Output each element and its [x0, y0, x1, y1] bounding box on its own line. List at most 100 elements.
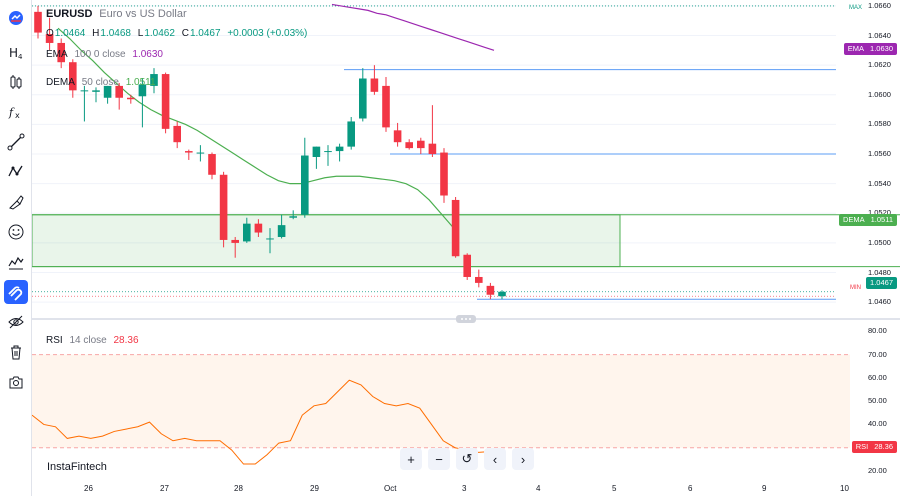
dema-legend[interactable]: DEMA 50 close 1.0511 [46, 77, 160, 88]
ohlc-change: +0.0003 (+0.03%) [227, 28, 308, 39]
price-tick-label: 1.0460 [868, 297, 891, 307]
candle-body [393, 130, 402, 143]
candle-body [417, 140, 425, 149]
brush-icon[interactable] [4, 190, 28, 214]
dema-legend-params: 50 close [81, 77, 119, 88]
chart-menu-icon[interactable] [4, 6, 28, 30]
reset-chart-button[interactable]: ↺ [456, 448, 478, 470]
ohlc-legend: O1.0464 H1.0468 L1.0462 C1.0467 +0.0003 … [46, 28, 311, 39]
time-tick-label: 9 [762, 484, 767, 493]
candle-body [161, 74, 170, 129]
candle-body [382, 85, 390, 128]
emoji-icon[interactable] [4, 220, 28, 244]
candle-body [324, 151, 332, 153]
trend-line-icon[interactable] [4, 130, 28, 154]
price-tick-label: 1.0480 [868, 267, 891, 277]
candle-body [451, 199, 460, 257]
candle-body [185, 151, 193, 153]
symbol-description: Euro vs US Dollar [99, 8, 187, 20]
rsi-tick-label: 60.00 [868, 372, 887, 382]
pattern-icon[interactable] [4, 160, 28, 184]
price-tick-label: 1.0620 [868, 60, 891, 70]
ohlc-open-label: O [46, 28, 54, 39]
ema-100-line [331, 3, 495, 51]
dema-50-line [57, 27, 453, 228]
price-tick-label: 1.0540 [868, 178, 891, 188]
dema-legend-value: 1.0511 [125, 77, 156, 88]
candle-body [243, 223, 251, 242]
candle-body [138, 84, 147, 97]
ema-legend[interactable]: EMA 100 0 close 1.0630 [46, 49, 167, 60]
scroll-left-button[interactable]: ‹ [484, 448, 506, 470]
time-tick-label: Oct [384, 484, 397, 493]
price-tick-label: 1.0640 [868, 30, 891, 40]
ohlc-low-label: L [137, 28, 144, 39]
trash-icon[interactable] [4, 340, 28, 364]
candle-body [115, 85, 123, 98]
dema-badge-name: DEMA [842, 215, 865, 224]
rsi-line [32, 379, 491, 465]
candle-body [359, 78, 367, 119]
rsi-legend-name: RSI [46, 335, 63, 346]
symbol-name[interactable]: EURUSD [46, 8, 93, 20]
svg-text:H: H [9, 46, 18, 60]
ohlc-close-label: C [181, 28, 189, 39]
svg-text:x: x [15, 111, 20, 120]
candle-body [405, 142, 413, 149]
ohlc-high-value: 1.0468 [100, 28, 131, 39]
candle-body [127, 97, 135, 100]
zoom-out-button[interactable]: − [428, 448, 450, 470]
brand-logo: InstaFintech [47, 461, 107, 473]
time-tick-label: 3 [462, 484, 467, 493]
measure-icon[interactable] [4, 250, 28, 274]
candle-body [219, 174, 228, 240]
price-tick-label: 1.0520 [868, 208, 891, 218]
scroll-right-button[interactable]: › [512, 448, 534, 470]
rsi-value-badge: RSI 28.36 [851, 441, 897, 453]
dema-legend-name: DEMA [46, 77, 75, 88]
ohlc-close-value: 1.0467 [189, 28, 221, 39]
price-tick-label: 1.0660 [868, 0, 891, 10]
last-price-badge: 1.0467 [866, 277, 897, 289]
candle-body [208, 154, 216, 175]
max-marker: MAX [849, 5, 863, 11]
candle-body [486, 285, 495, 295]
candle-body [173, 125, 181, 143]
last-price-value: 1.0467 [870, 278, 893, 287]
candle-body [301, 155, 309, 215]
candle-body [80, 90, 89, 92]
rsi-tick-label: 50.00 [868, 396, 887, 406]
chart-area[interactable]: EURUSD Euro vs US Dollar O1.0464 H1.0468… [32, 0, 900, 496]
chart-canvas[interactable] [32, 0, 900, 496]
ema-price-badge: EMA 1.0630 [843, 43, 897, 55]
candle-body [45, 34, 54, 43]
snapshot-icon[interactable] [4, 370, 28, 394]
ema-badge-name: EMA [847, 44, 865, 53]
ema-legend-name: EMA [46, 49, 68, 60]
time-tick-label: 6 [688, 484, 693, 493]
price-tick-label: 1.0600 [868, 89, 891, 99]
min-marker: MIN [850, 285, 861, 291]
magnet-icon[interactable] [4, 280, 28, 304]
price-tick-label: 1.0580 [868, 119, 891, 129]
candles-icon[interactable] [4, 70, 28, 94]
candle-body [92, 90, 100, 92]
svg-text:4: 4 [18, 53, 23, 61]
svg-text:f: f [8, 106, 15, 119]
rsi-legend-params: 14 close [69, 335, 107, 346]
candle-body [103, 85, 112, 98]
candle-body [475, 276, 483, 283]
rsi-legend[interactable]: RSI 14 close 28.36 [46, 335, 143, 346]
rsi-tick-label: 40.00 [868, 419, 887, 429]
rsi-tick-label: 70.00 [868, 349, 887, 359]
time-tick-label: 5 [612, 484, 617, 493]
zoom-in-button[interactable]: + [400, 448, 422, 470]
ohlc-open-value: 1.0464 [54, 28, 86, 39]
pane-resize-handle[interactable] [456, 315, 476, 323]
price-tick-label: 1.0500 [868, 237, 891, 247]
ohlc-low-value: 1.0462 [144, 28, 175, 39]
hide-drawings-icon[interactable] [4, 310, 28, 334]
